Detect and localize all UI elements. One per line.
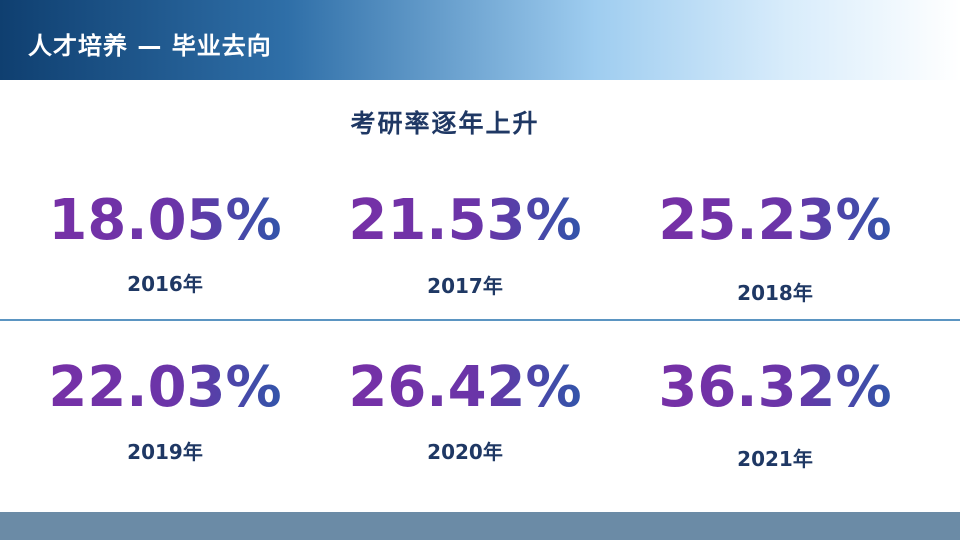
footer-bar: [0, 512, 960, 540]
stat-value: 26.42%: [315, 355, 615, 420]
stat-year: 2019年: [127, 440, 203, 464]
stat-value: 22.03%: [15, 355, 315, 420]
stat-value: 18.05%: [15, 188, 315, 253]
stat-year: 2017年: [427, 274, 503, 298]
divider: [0, 319, 960, 321]
subtitle: 考研率逐年上升: [350, 109, 540, 138]
header-bar: 人才培养 — 毕业去向: [0, 0, 960, 80]
stat-value: 21.53%: [315, 188, 615, 253]
header-title: 人才培养 — 毕业去向: [28, 32, 272, 60]
stat-year: 2021年: [737, 447, 813, 471]
stat-year: 2018年: [737, 281, 813, 305]
stat-year: 2020年: [427, 440, 503, 464]
stat-year: 2016年: [127, 272, 203, 296]
stat-value: 25.23%: [625, 188, 925, 253]
stat-value: 36.32%: [625, 355, 925, 420]
